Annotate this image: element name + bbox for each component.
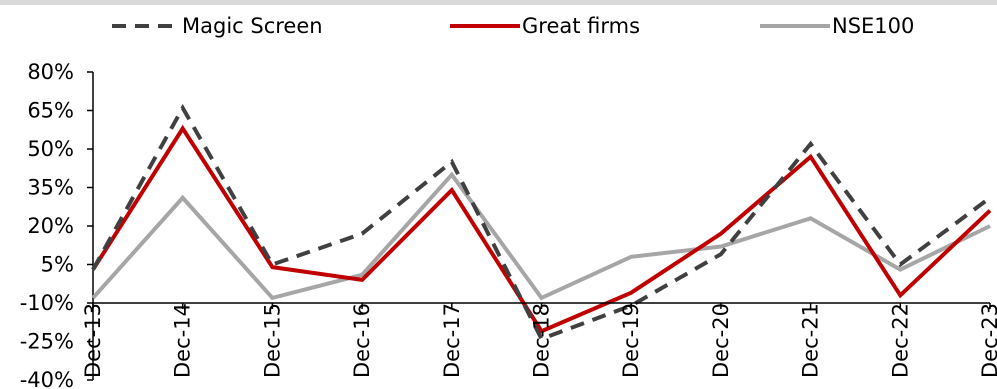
series-layer	[91, 103, 992, 342]
legend-swatch-nse100	[760, 24, 830, 28]
x-tick-label: Dec-14	[171, 303, 195, 378]
legend-item-great-firms: Great firms	[450, 6, 640, 46]
x-tick-label: Dec-22	[888, 303, 912, 378]
x-tick-label: Dec-19	[619, 303, 643, 378]
legend-swatch-great-firms	[450, 24, 520, 28]
y-tick-label: 20%	[27, 214, 74, 238]
y-tick-label: -10%	[20, 291, 74, 315]
y-tick-label: -40%	[20, 368, 74, 389]
top-border	[0, 0, 997, 5]
chart-legend: Magic Screen Great firms NSE100	[0, 6, 997, 46]
x-tick-label: Dec-21	[799, 303, 823, 378]
x-tick-label: Dec-15	[260, 303, 284, 378]
x-axis: Dec-13 Dec-14 Dec-15 Dec-16 Dec-17 Dec-18 Dec-…	[81, 302, 997, 378]
y-tick-label: 5%	[41, 253, 74, 277]
y-axis: 80% 65% 50% 35% 20% 5% -10% -25% -40%	[20, 60, 94, 389]
y-tick-label: 50%	[27, 137, 74, 161]
legend-label-nse100: NSE100	[832, 14, 915, 38]
series-line-magic-screen	[91, 103, 992, 342]
series-line-great-firms	[91, 124, 992, 334]
x-tick-label: Dec-17	[440, 303, 464, 378]
x-tick-label: Dec-23	[978, 303, 997, 378]
y-tick-label: -25%	[20, 330, 74, 354]
x-tick-label: Dec-16	[350, 303, 374, 378]
y-tick-label: 80%	[27, 60, 74, 84]
legend-label-magic-screen: Magic Screen	[182, 14, 323, 38]
series-line-nse100	[91, 171, 991, 301]
x-tick-label: Dec-18	[530, 303, 554, 378]
legend-item-nse100: NSE100	[760, 6, 914, 46]
x-tick-label: Dec-20	[709, 303, 733, 378]
y-tick-label: 65%	[27, 99, 74, 123]
x-tick-label: Dec-13	[81, 303, 105, 378]
legend-label-great-firms: Great firms	[522, 14, 641, 38]
legend-item-magic-screen: Magic Screen	[110, 6, 323, 46]
y-tick-label: 35%	[27, 176, 74, 200]
legend-swatch-magic-screen	[112, 24, 178, 28]
